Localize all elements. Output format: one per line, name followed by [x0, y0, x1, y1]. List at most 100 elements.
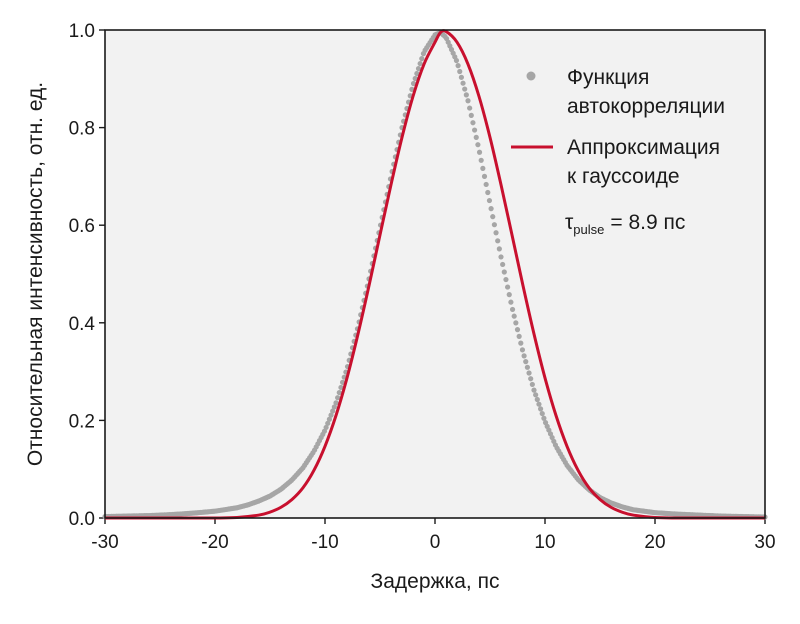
legend-label-fit-line1: Аппроксимация: [567, 136, 720, 159]
measured-point: [490, 214, 496, 220]
measured-point: [534, 396, 540, 403]
measured-point: [541, 415, 547, 421]
measured-point: [483, 181, 489, 188]
x-tick-label: 20: [644, 532, 665, 553]
measured-point: [331, 404, 337, 410]
measured-point: [521, 353, 527, 359]
measured-point: [480, 165, 486, 171]
y-tick-label: 0.6: [69, 216, 95, 237]
measured-point: [460, 80, 466, 86]
x-tick-label: 0: [430, 532, 441, 553]
tau-symbol: τ: [565, 211, 574, 234]
measured-point: [462, 86, 468, 92]
measured-point: [533, 392, 539, 398]
measured-point: [486, 197, 493, 204]
measured-point: [472, 127, 478, 133]
pulse-duration-annotation: τpulse = 8.9 пс: [565, 211, 685, 237]
y-tick-label: 1.0: [69, 21, 95, 42]
x-tick-label: 10: [534, 532, 555, 553]
measured-point: [415, 65, 422, 72]
measured-series: [102, 30, 768, 520]
measured-point: [513, 320, 519, 326]
legend-label-measured-line2: автокорреляции: [567, 95, 725, 118]
measured-point: [476, 149, 483, 155]
measured-point: [419, 56, 425, 62]
x-tick-label: -20: [201, 532, 228, 553]
measured-point: [457, 68, 463, 75]
measured-point: [505, 284, 511, 290]
measured-point: [333, 400, 339, 406]
legend-label-measured-line1: Функция: [567, 66, 649, 89]
measured-point: [468, 112, 474, 118]
measured-point: [523, 359, 529, 365]
y-tick-label: 0.2: [69, 411, 95, 432]
plot-background: [105, 30, 765, 518]
measured-point: [496, 246, 502, 252]
measured-point: [338, 384, 344, 391]
y-tick-label: 0.4: [69, 314, 96, 335]
measured-point: [465, 98, 471, 104]
measured-point: [328, 412, 334, 418]
x-tick-label: -30: [91, 532, 118, 553]
y-tick-label: 0.0: [69, 509, 95, 530]
measured-point: [495, 238, 501, 244]
measured-point: [453, 57, 460, 64]
measured-point: [488, 206, 494, 212]
measured-point: [455, 63, 461, 69]
x-axis-ticks: -30 -20 -10 0 10 20 30: [91, 518, 776, 553]
measured-point: [538, 406, 544, 412]
measured-point: [335, 395, 341, 401]
legend: Функция автокорреляции Аппроксимация к г…: [511, 66, 725, 237]
tau-subscript: pulse: [573, 222, 604, 237]
measured-point: [503, 276, 509, 283]
measured-point: [336, 389, 342, 396]
measured-point: [506, 292, 512, 298]
measured-point: [412, 75, 418, 82]
fit-series-line: [105, 29, 765, 520]
measured-point: [414, 70, 420, 77]
measured-point: [323, 424, 329, 431]
legend-label-fit-line2: к гауссоиде: [567, 165, 680, 188]
measured-point: [475, 142, 481, 148]
measured-point: [478, 157, 484, 163]
x-axis-title: Задержка, пс: [371, 570, 500, 593]
measured-point: [491, 222, 497, 228]
measured-point: [410, 80, 417, 87]
measured-point: [528, 376, 534, 382]
tau-value: = 8.9 пс: [610, 211, 685, 234]
measured-point: [519, 347, 526, 353]
plot-frame: [104, 29, 766, 519]
measured-point: [526, 370, 532, 376]
legend-marker-measured: [526, 71, 536, 81]
measured-point: [481, 173, 488, 179]
measured-point: [539, 410, 545, 417]
measured-point: [325, 420, 331, 426]
x-tick-label: -10: [311, 532, 338, 553]
y-tick-label: 0.8: [69, 119, 95, 140]
y-axis-ticks: 0.0 0.2 0.4 0.6 0.8 1.0: [69, 21, 105, 530]
measured-point: [514, 327, 521, 333]
measured-point: [485, 189, 491, 196]
measured-point: [493, 230, 499, 236]
x-tick-label: 30: [754, 532, 775, 553]
measured-point: [500, 261, 506, 268]
measured-point: [458, 74, 464, 80]
measured-point: [326, 416, 332, 422]
measured-point: [516, 333, 522, 339]
measured-point: [501, 269, 507, 275]
measured-point: [536, 401, 542, 407]
measured-point: [509, 306, 516, 313]
measured-point: [473, 134, 479, 140]
measured-point: [524, 364, 531, 370]
measured-point: [330, 408, 336, 414]
measured-point: [498, 254, 504, 260]
measured-point: [467, 105, 473, 111]
measured-point: [470, 120, 476, 126]
measured-point: [508, 299, 514, 305]
y-axis-title: Относительная интенсивность, отн. ед.: [24, 82, 47, 466]
measured-point: [463, 92, 469, 98]
measured-point: [531, 387, 537, 393]
measured-point: [529, 381, 535, 388]
measured-point: [417, 60, 423, 67]
